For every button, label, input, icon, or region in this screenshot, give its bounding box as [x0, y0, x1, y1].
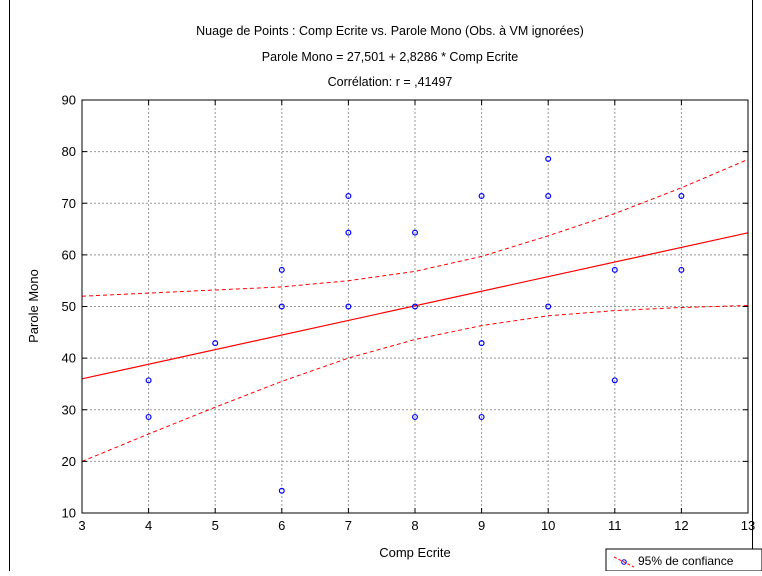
x-tick-label: 9: [478, 518, 485, 533]
y-tick-label: 10: [62, 506, 76, 521]
legend-swatch-line: [613, 556, 635, 568]
x-tick-label: 6: [278, 518, 285, 533]
x-tick-label: 3: [78, 518, 85, 533]
regression-line-group: [81, 232, 749, 380]
data-point: [212, 340, 219, 347]
y-tick-label: 80: [62, 144, 76, 159]
y-axis-ticks: 10 20 30 40 50 60 70 80 90: [62, 93, 748, 521]
x-tick-label: 4: [145, 518, 152, 533]
data-point: [345, 193, 352, 200]
data-point: [678, 266, 685, 273]
confidence-band-lower: [81, 305, 749, 462]
y-tick-label: 40: [62, 351, 76, 366]
data-point: [611, 377, 618, 384]
data-point: [145, 377, 152, 384]
grid-lines: [82, 100, 748, 513]
data-point: [345, 229, 352, 236]
data-point: [278, 303, 285, 310]
y-tick-label: 20: [62, 454, 76, 469]
data-point: [412, 413, 419, 420]
y-tick-label: 90: [62, 93, 76, 108]
y-tick-label: 50: [62, 299, 76, 314]
confidence-band: [81, 158, 749, 462]
data-point: [678, 193, 685, 200]
data-point: [545, 303, 552, 310]
data-point: [478, 413, 485, 420]
x-axis-ticks: 3 4 5 6 7 8 9 10 11 12 13: [78, 100, 755, 533]
data-points: [145, 155, 685, 494]
data-point: [278, 487, 285, 494]
legend-swatch-point: [621, 559, 627, 565]
data-point: [412, 303, 419, 310]
x-tick-label: 12: [674, 518, 688, 533]
data-point: [145, 413, 152, 420]
legend-label: 95% de confiance: [638, 554, 734, 568]
regression-equation: Parole Mono = 27,501 + 2,8286 * Comp Ecr…: [262, 50, 518, 64]
legend: 95% de confiance: [605, 548, 762, 572]
x-tick-label: 10: [541, 518, 555, 533]
correlation-label: Corrélation: r = ,41497: [328, 75, 453, 89]
y-tick-label: 60: [62, 247, 76, 262]
x-tick-label: 7: [345, 518, 352, 533]
data-point: [278, 266, 285, 273]
data-point: [545, 193, 552, 200]
y-axis-label: Parole Mono: [26, 269, 41, 343]
x-tick-label: 5: [212, 518, 219, 533]
data-point: [345, 303, 352, 310]
data-point: [478, 193, 485, 200]
confidence-band-upper: [81, 158, 749, 297]
x-tick-label: 11: [608, 518, 622, 533]
data-point: [412, 229, 419, 236]
data-point: [478, 340, 485, 347]
regression-line: [81, 232, 749, 380]
data-point: [611, 266, 618, 273]
data-point: [545, 155, 552, 162]
y-tick-label: 70: [62, 196, 76, 211]
chart-titles: Nuage de Points : Comp Ecrite vs. Parole…: [196, 24, 584, 89]
y-tick-label: 30: [62, 402, 76, 417]
x-axis-label: Comp Ecrite: [379, 545, 451, 560]
x-tick-label: 8: [411, 518, 418, 533]
x-tick-label: 13: [741, 518, 755, 533]
chart-title: Nuage de Points : Comp Ecrite vs. Parole…: [196, 24, 584, 38]
